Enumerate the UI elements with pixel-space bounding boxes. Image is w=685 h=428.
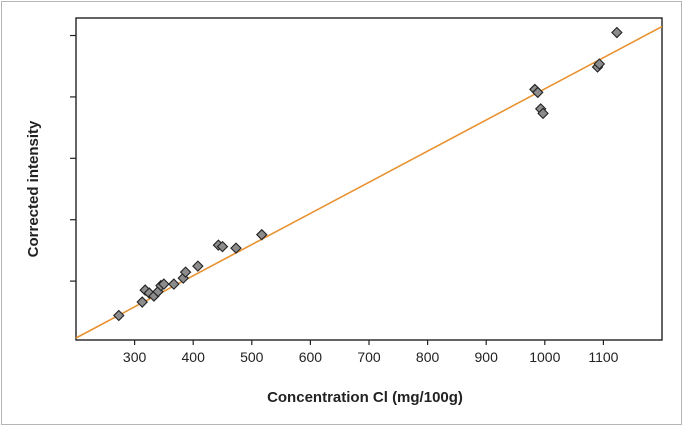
- y-axis-title: Corrected intensity: [25, 120, 42, 257]
- x-tick-label: 400: [182, 349, 206, 365]
- data-point: [158, 278, 170, 290]
- tick-marks: 300 400 500 600 700 800 900 1000 1100: [70, 34, 619, 365]
- data-point: [593, 58, 606, 70]
- x-tick-label: 600: [299, 349, 323, 365]
- data-point: [136, 296, 148, 308]
- regression-line: [75, 25, 663, 339]
- x-tick-label: 1000: [529, 349, 560, 365]
- x-tick-label: 900: [475, 349, 499, 365]
- x-tick-label: 800: [416, 349, 440, 365]
- x-axis-title: Concentration Cl (mg/100g): [267, 389, 463, 406]
- data-points: [113, 26, 623, 322]
- data-point: [192, 260, 204, 272]
- x-tick-label: 300: [123, 349, 147, 365]
- data-point: [179, 266, 192, 278]
- x-tick-label: 500: [240, 349, 264, 365]
- x-tick-label: 700: [357, 349, 381, 365]
- data-point: [255, 228, 268, 241]
- data-point: [113, 309, 125, 322]
- x-tick-label: 1100: [588, 349, 618, 365]
- data-point: [537, 107, 549, 120]
- data-point: [531, 86, 544, 99]
- data-point: [216, 240, 229, 253]
- data-point: [611, 26, 623, 39]
- data-point: [168, 278, 180, 290]
- data-point: [230, 242, 242, 254]
